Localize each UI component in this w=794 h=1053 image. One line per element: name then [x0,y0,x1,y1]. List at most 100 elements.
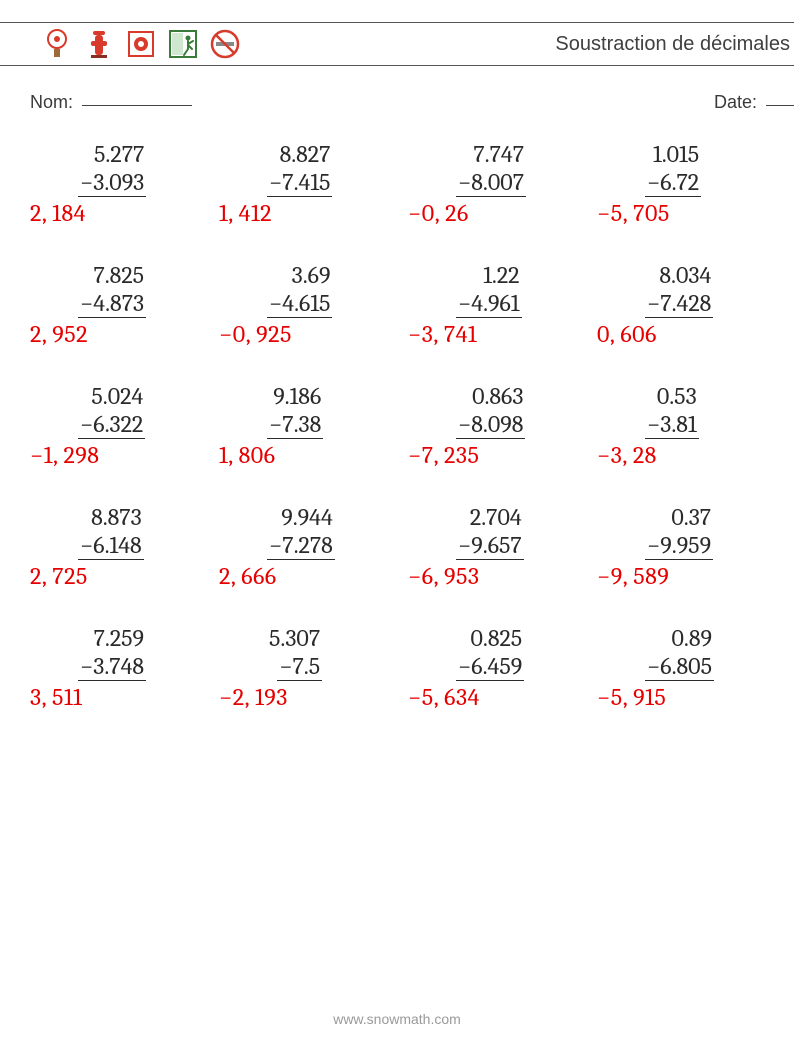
worksheet-title: Soustraction de décimales [555,33,790,56]
minuend: 7.825 [91,261,146,289]
subtrahend: −3.748 [78,652,146,681]
answer: −5, 705 [597,199,670,227]
minuend: 2.704 [468,503,524,531]
problem-stack: 7.825−4.873 [78,261,146,318]
answer: 2, 666 [219,562,277,590]
problem-cell: 8.873−6.1482, 725 [30,503,217,590]
problem-stack: 9.186−7.38 [267,382,323,439]
answer: −0, 26 [408,199,469,227]
minuend: 5.277 [92,140,146,168]
minuend: 5.024 [89,382,145,410]
minuend: 7.747 [471,140,526,168]
problem-cell: 9.944−7.2782, 666 [219,503,406,590]
problem-cell: 7.825−4.8732, 952 [30,261,217,348]
minuend: 8.827 [278,140,333,168]
problem-grid: 5.277−3.0932, 1848.827−7.4151, 4127.747−… [30,140,784,711]
problem-cell: 0.863−8.098−7, 235 [408,382,595,469]
date-blank-line[interactable] [766,105,794,106]
answer: 3, 511 [30,683,82,711]
problem-stack: 0.53−3.81 [645,382,699,439]
minuend: 1.015 [651,140,701,168]
answer: 0, 606 [597,320,657,348]
subtrahend: −7.278 [267,531,335,560]
emergency-exit-icon [166,27,200,61]
answer: −9, 589 [597,562,669,590]
subtrahend: −4.615 [267,289,332,318]
answer: 1, 412 [219,199,272,227]
subtrahend: −7.428 [645,289,713,318]
answer: −1, 298 [30,441,99,469]
subtrahend: −9.959 [645,531,713,560]
answer: −5, 634 [408,683,480,711]
answer: 2, 952 [30,320,88,348]
icon-row [40,27,242,61]
no-smoking-icon [208,27,242,61]
problem-stack: 8.827−7.415 [267,140,332,197]
answer: −2, 193 [219,683,288,711]
subtrahend: −6.805 [645,652,714,681]
subtrahend: −8.098 [456,410,525,439]
answer: −6, 953 [408,562,480,590]
subtrahend: −7.415 [267,168,332,197]
problem-stack: 7.747−8.007 [456,140,526,197]
minuend: 0.863 [470,382,525,410]
subtrahend: −3.093 [78,168,146,197]
answer: −3, 28 [597,441,657,469]
problem-cell: 7.259−3.7483, 511 [30,624,217,711]
minuend: 0.53 [655,382,699,410]
problem-cell: 0.37−9.959−9, 589 [597,503,784,590]
problem-stack: 5.307−7.5 [267,624,322,681]
minuend: 5.307 [267,624,322,652]
subtrahend: −8.007 [456,168,526,197]
subtrahend: −6.72 [645,168,701,197]
problem-cell: 1.22−4.961−3, 741 [408,261,595,348]
problem-stack: 1.015−6.72 [645,140,701,197]
answer: 2, 184 [30,199,86,227]
problem-stack: 0.825−6.459 [456,624,524,681]
problem-stack: 1.22−4.961 [456,261,522,318]
fire-alarm-box-icon [124,27,158,61]
subtrahend: −6.148 [78,531,144,560]
minuend: 3.69 [290,261,333,289]
meta-row: Nom: Date: [30,92,794,113]
alarm-bell-icon [40,27,74,61]
minuend: 8.873 [89,503,144,531]
answer: 2, 725 [30,562,88,590]
problem-cell: 3.69−4.615−0, 925 [219,261,406,348]
problem-stack: 0.863−8.098 [456,382,525,439]
problem-cell: 1.015−6.72−5, 705 [597,140,784,227]
name-blank-line[interactable] [82,105,192,106]
problem-cell: 8.827−7.4151, 412 [219,140,406,227]
answer: −7, 235 [408,441,479,469]
minuend: 1.22 [481,261,521,289]
answer: −5, 915 [597,683,666,711]
problem-stack: 2.704−9.657 [456,503,524,560]
subtrahend: −3.81 [645,410,699,439]
subtrahend: −4.873 [78,289,146,318]
problem-cell: 5.277−3.0932, 184 [30,140,217,227]
subtrahend: −6.459 [456,652,524,681]
problem-cell: 8.034−7.4280, 606 [597,261,784,348]
date-label: Date: [714,92,757,112]
problem-stack: 3.69−4.615 [267,261,332,318]
problem-cell: 9.186−7.381, 806 [219,382,406,469]
problem-stack: 5.277−3.093 [78,140,146,197]
minuend: 9.186 [271,382,323,410]
minuend: 0.37 [669,503,713,531]
date-field: Date: [714,92,794,113]
problem-cell: 5.307−7.5−2, 193 [219,624,406,711]
subtrahend: −4.961 [456,289,522,318]
problem-stack: 7.259−3.748 [78,624,146,681]
problem-stack: 8.873−6.148 [78,503,144,560]
minuend: 8.034 [657,261,713,289]
subtrahend: −9.657 [456,531,524,560]
subtrahend: −6.322 [78,410,145,439]
problem-cell: 2.704−9.657−6, 953 [408,503,595,590]
minuend: 0.825 [468,624,524,652]
problem-stack: 0.89−6.805 [645,624,714,681]
problem-cell: 0.89−6.805−5, 915 [597,624,784,711]
minuend: 9.944 [279,503,335,531]
answer: −3, 741 [408,320,477,348]
problem-cell: 0.825−6.459−5, 634 [408,624,595,711]
answer: 1, 806 [219,441,276,469]
